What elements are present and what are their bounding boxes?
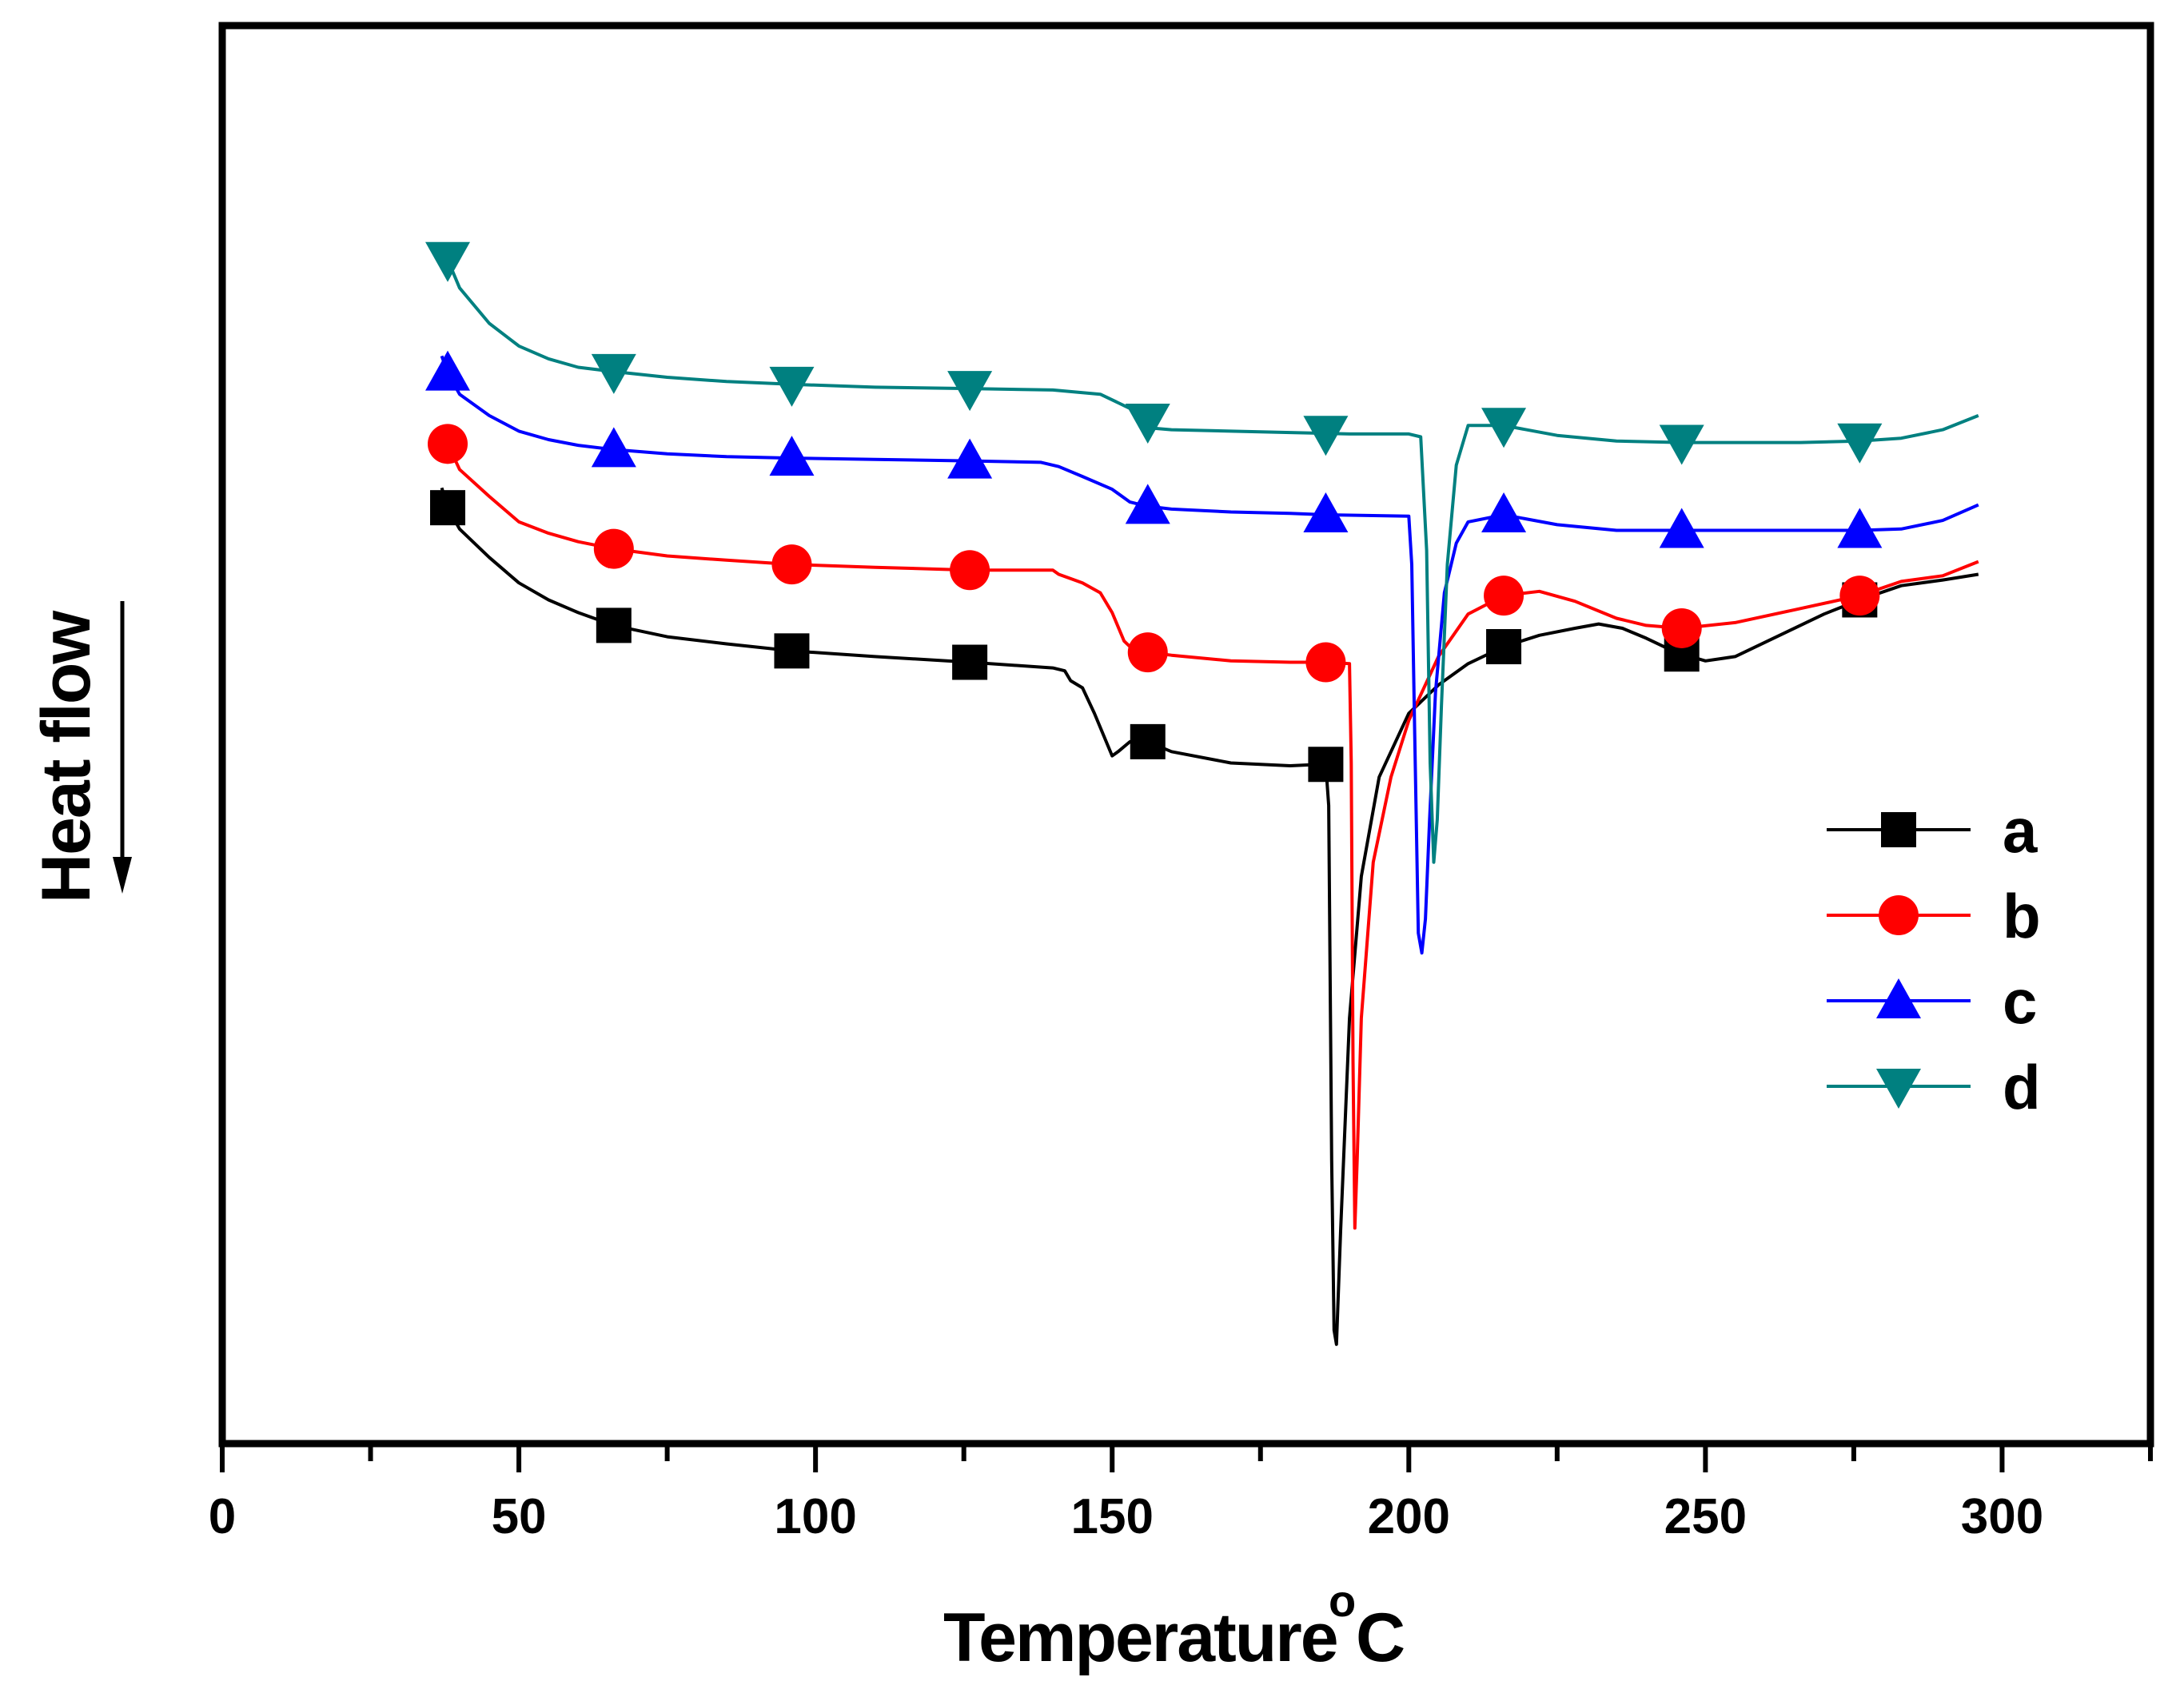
data-marker-a — [596, 607, 632, 643]
x-axis-ticks: 0 50 100 150 200 250 300 — [209, 1444, 2153, 1544]
series-a — [430, 487, 1979, 1346]
legend-item-c: c — [1827, 966, 2037, 1037]
data-marker-a — [1130, 723, 1166, 759]
data-marker-c — [1303, 492, 1349, 533]
data-marker-c — [769, 436, 815, 476]
data-marker-a — [952, 644, 988, 680]
data-marker-d — [1481, 408, 1527, 448]
x-axis-unit: C — [1356, 1599, 1404, 1676]
data-marker-d — [947, 371, 993, 412]
y-axis-title: Heat flow — [28, 610, 105, 903]
data-marker-c — [1481, 492, 1527, 533]
y-axis-arrow-icon — [113, 601, 132, 894]
data-marker-c — [591, 427, 636, 468]
legend-label: b — [2003, 881, 2041, 951]
x-tick-label: 250 — [1664, 1489, 1747, 1544]
legend-label: c — [2003, 966, 2037, 1037]
data-marker-c — [425, 350, 471, 391]
data-marker-b — [428, 424, 468, 464]
legend-marker-d — [1876, 1069, 1921, 1109]
legend-item-d: d — [1827, 1052, 2041, 1122]
data-marker-d — [1837, 423, 1883, 464]
x-tick-label: 100 — [774, 1489, 856, 1544]
data-marker-b — [1661, 607, 1702, 648]
data-marker-b — [1305, 642, 1346, 683]
x-tick-label: 150 — [1071, 1489, 1154, 1544]
data-marker-b — [1839, 576, 1880, 616]
data-marker-a — [1308, 747, 1344, 783]
data-marker-a — [430, 490, 466, 526]
legend-label: a — [2003, 795, 2038, 866]
legend-item-b: b — [1827, 881, 2041, 951]
series-b — [428, 424, 1979, 1230]
x-tick-label: 300 — [1961, 1489, 2043, 1544]
x-tick-label: 0 — [209, 1489, 236, 1544]
data-marker-d — [591, 353, 636, 394]
data-marker-b — [1484, 576, 1524, 616]
legend-marker-b — [1879, 895, 1919, 935]
data-marker-c — [947, 438, 993, 479]
legend-marker-c — [1876, 978, 1921, 1018]
data-marker-c — [1659, 508, 1704, 548]
data-marker-c — [1837, 508, 1883, 548]
data-marker-a — [774, 633, 810, 669]
data-marker-a — [1486, 629, 1522, 665]
x-tick-label: 200 — [1368, 1489, 1450, 1544]
data-marker-b — [1127, 632, 1168, 673]
data-marker-b — [950, 550, 990, 591]
data-marker-d — [1125, 403, 1170, 444]
series-line-c — [440, 355, 1979, 955]
legend-item-a: a — [1827, 795, 2038, 866]
legend-marker-a — [1881, 812, 1916, 847]
data-marker-d — [1303, 416, 1349, 456]
series-line-b — [440, 424, 1979, 1230]
series-layer — [425, 241, 1979, 1346]
data-marker-d — [1659, 424, 1704, 465]
series-c — [425, 350, 1979, 955]
x-tick-label: 50 — [492, 1489, 547, 1544]
data-marker-b — [771, 544, 812, 585]
data-marker-b — [593, 528, 634, 569]
series-line-a — [440, 487, 1979, 1346]
data-marker-d — [425, 241, 471, 282]
plot-frame — [218, 22, 2154, 1448]
series-d — [425, 241, 1979, 864]
data-marker-d — [769, 366, 815, 407]
legend-label: d — [2003, 1052, 2041, 1122]
x-axis-unit-degree: o — [1329, 1575, 1356, 1626]
x-axis-title: Temperature — [943, 1599, 1337, 1676]
data-marker-c — [1125, 484, 1170, 524]
